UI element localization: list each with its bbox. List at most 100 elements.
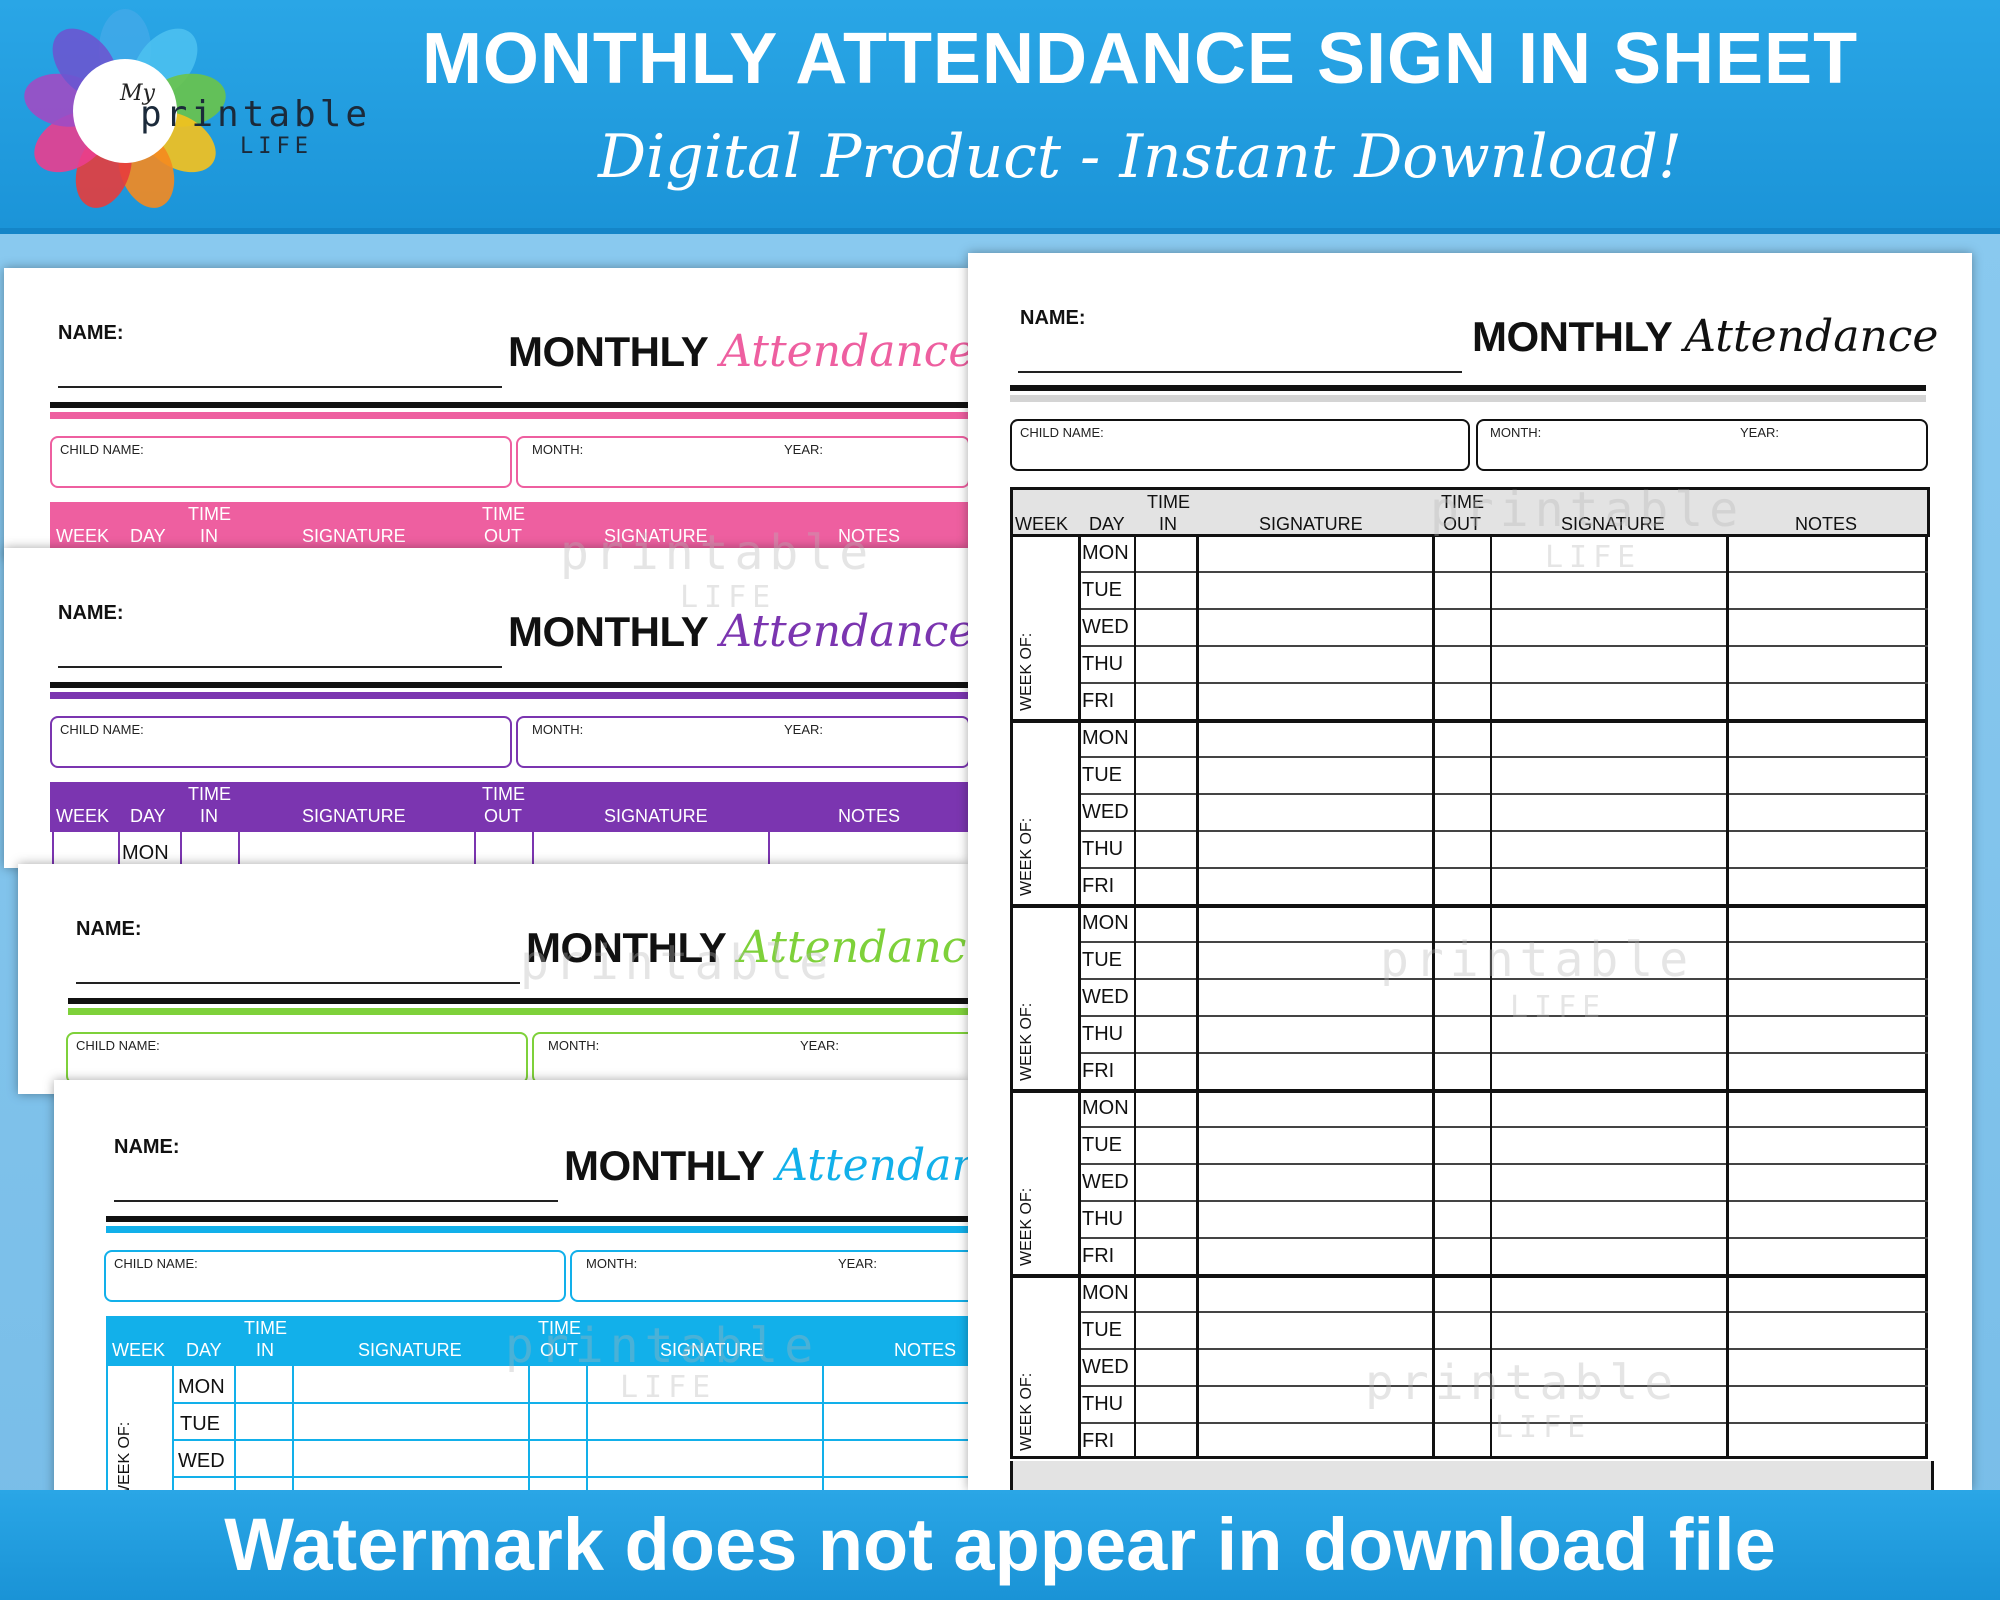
col-notes: NOTES bbox=[1795, 514, 1858, 534]
child-name-label: CHILD NAME: bbox=[114, 1256, 198, 1271]
title-bold: MONTHLY bbox=[526, 924, 727, 971]
sheet-green: NAME: MONTHLY Attendance CHILD NAME: MONT… bbox=[18, 864, 968, 1094]
column-line bbox=[1196, 534, 1199, 1459]
year-label: YEAR: bbox=[1740, 425, 1780, 440]
day-label: THU bbox=[1082, 1393, 1124, 1415]
col-time-in-top: TIME bbox=[188, 504, 231, 524]
col-signature-2: SIGNATURE bbox=[1561, 514, 1665, 534]
day-label: FRI bbox=[1082, 690, 1115, 712]
col-time-out-top: TIME bbox=[482, 504, 525, 524]
name-line bbox=[1018, 371, 1462, 373]
title-bold: MONTHLY bbox=[508, 608, 709, 655]
month-label: MONTH: bbox=[548, 1038, 600, 1053]
col-day: DAY bbox=[130, 526, 166, 546]
row-line bbox=[1078, 867, 1928, 869]
month-label: MONTH: bbox=[1490, 425, 1542, 440]
day-label: TUE bbox=[1082, 1134, 1122, 1156]
name-label: NAME: bbox=[58, 602, 124, 624]
week-of-label: WEEK OF: bbox=[1018, 1187, 1035, 1266]
day-label: THU bbox=[1082, 838, 1124, 860]
month-year-box[interactable]: MONTH: YEAR: bbox=[516, 716, 968, 768]
day-label: MON bbox=[178, 1376, 225, 1398]
col-time-out: OUT bbox=[1443, 514, 1481, 534]
child-name-label: CHILD NAME: bbox=[1020, 425, 1104, 440]
col-day: DAY bbox=[1089, 514, 1125, 534]
col-time-out-top: TIME bbox=[1441, 492, 1484, 512]
row-line bbox=[1078, 830, 1928, 832]
name-label: NAME: bbox=[1020, 307, 1086, 329]
column-line bbox=[1726, 534, 1729, 1459]
month-year-box[interactable]: MONTH: YEAR: bbox=[532, 1032, 968, 1084]
sheet-pink: NAME: MONTHLY Attendance CHILD NAME: MONT… bbox=[4, 268, 968, 558]
footer-text: Watermark does not appear in download fi… bbox=[224, 1503, 1776, 1586]
child-name-box[interactable]: CHILD NAME: bbox=[66, 1032, 528, 1084]
table-header: WEEK DAY TIME IN SIGNATURE TIME OUT SIGN… bbox=[50, 782, 968, 832]
col-time-out: OUT bbox=[484, 526, 522, 546]
month-label: MONTH: bbox=[532, 722, 584, 737]
child-name-box[interactable]: CHILD NAME: bbox=[1010, 419, 1470, 471]
row-line bbox=[1078, 793, 1928, 795]
month-year-box[interactable]: MONTH: YEAR: bbox=[570, 1250, 968, 1302]
week-divider bbox=[1010, 1274, 1928, 1278]
day-label: WED bbox=[1082, 1356, 1129, 1378]
child-name-box[interactable]: CHILD NAME: bbox=[50, 716, 512, 768]
col-time-in: IN bbox=[200, 806, 218, 826]
divider-color bbox=[106, 1226, 968, 1233]
col-signature-1: SIGNATURE bbox=[1259, 514, 1363, 534]
name-label: NAME: bbox=[58, 322, 124, 344]
divider-color bbox=[50, 412, 968, 419]
day-label: TUE bbox=[180, 1413, 220, 1435]
divider-color bbox=[50, 692, 968, 699]
title-script: Attendance bbox=[720, 606, 968, 657]
row-line bbox=[1078, 571, 1928, 573]
day-label: FRI bbox=[1082, 1060, 1115, 1082]
col-time-out-top: TIME bbox=[538, 1318, 581, 1338]
title-script: Attendance bbox=[776, 1140, 968, 1191]
month-year-box[interactable]: MONTH: YEAR: bbox=[516, 436, 968, 488]
row-line bbox=[1078, 978, 1928, 980]
divider-black bbox=[50, 682, 968, 688]
column-line bbox=[1134, 534, 1136, 1459]
logo-printable: printable bbox=[140, 94, 372, 135]
col-week: WEEK bbox=[56, 806, 110, 826]
day-label: WED bbox=[1082, 1171, 1129, 1193]
banner-title: MONTHLY ATTENDANCE SIGN IN SHEET bbox=[421, 19, 1859, 99]
child-name-box[interactable]: CHILD NAME: bbox=[50, 436, 512, 488]
grid-line bbox=[532, 832, 534, 868]
footer-banner: Watermark does not appear in download fi… bbox=[0, 1490, 2000, 1600]
name-line bbox=[76, 982, 520, 984]
month-label: MONTH: bbox=[532, 442, 584, 457]
day-label: TUE bbox=[1082, 579, 1122, 601]
row-line bbox=[1078, 608, 1928, 610]
table-header: WEEK DAY TIME IN SIGNATURE TIME OUT SIGN… bbox=[106, 1316, 968, 1366]
row-line bbox=[1078, 941, 1928, 943]
divider-color bbox=[68, 1008, 968, 1015]
flower-logo-icon bbox=[24, 9, 226, 208]
child-name-label: CHILD NAME: bbox=[60, 722, 144, 737]
name-label: NAME: bbox=[76, 918, 142, 940]
grid-line bbox=[238, 832, 240, 868]
day-label: TUE bbox=[1082, 764, 1122, 786]
divider-black bbox=[68, 998, 968, 1004]
col-signature-2: SIGNATURE bbox=[604, 806, 708, 826]
child-name-box[interactable]: CHILD NAME: bbox=[104, 1250, 566, 1302]
banner-subtitle: Digital Product - Instant Download! bbox=[597, 122, 1683, 192]
brand-logo: My printable LIFE bbox=[20, 6, 370, 216]
col-notes: NOTES bbox=[838, 806, 901, 826]
grid-line bbox=[586, 1366, 588, 1500]
grid-line bbox=[528, 1366, 530, 1500]
month-year-box[interactable]: MONTH: YEAR: bbox=[1476, 419, 1928, 471]
name-label: NAME: bbox=[114, 1136, 180, 1158]
week-divider bbox=[1010, 1089, 1928, 1093]
col-time-out: OUT bbox=[540, 1340, 578, 1360]
month-label: MONTH: bbox=[586, 1256, 638, 1271]
col-time-out-top: TIME bbox=[482, 784, 525, 804]
day-label: THU bbox=[1082, 653, 1124, 675]
col-time-in: IN bbox=[200, 526, 218, 546]
table-footer-bar bbox=[1010, 1461, 1934, 1490]
week-of-label: WEEK OF: bbox=[1018, 817, 1035, 896]
